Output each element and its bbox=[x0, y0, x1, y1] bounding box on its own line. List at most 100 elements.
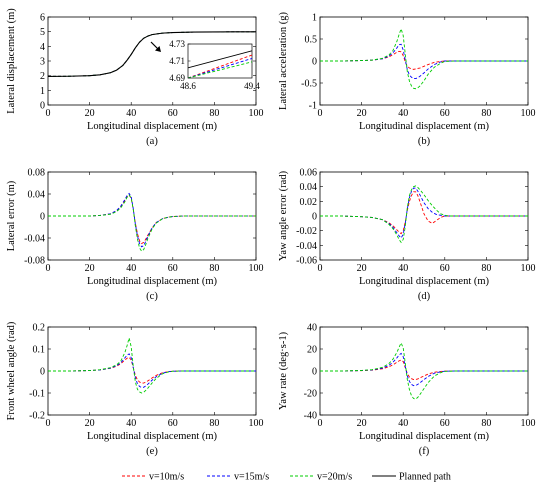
y-tick-label: -0.06 bbox=[296, 256, 317, 267]
series-line-v20 bbox=[48, 337, 256, 394]
x-tick-label: 80 bbox=[209, 108, 219, 119]
y-tick-label: -1 bbox=[309, 101, 317, 112]
y-tick-label: 5 bbox=[40, 27, 45, 38]
legend-item-v15: v=15m/s bbox=[207, 472, 269, 483]
y-tick-label: -0.02 bbox=[296, 226, 317, 237]
x-tick-label: 100 bbox=[249, 263, 264, 274]
panel-e: 0 20 40 60 80 100 -0.2 -0.1 0 0.1 0.2 Longitudinal … bbox=[6, 321, 264, 457]
legend-item-v20: v=20m/s bbox=[290, 472, 352, 483]
y-tick-label: 20 bbox=[307, 345, 317, 356]
series-line-v10 bbox=[48, 356, 256, 384]
panel-label: (d) bbox=[418, 291, 431, 302]
x-tick-label: 20 bbox=[357, 108, 367, 119]
y-tick-label: 0.2 bbox=[33, 323, 46, 334]
series-line-v20 bbox=[320, 27, 528, 90]
inset-series-line-v15 bbox=[188, 58, 252, 78]
x-axis-label: Longitudinal displacement (m) bbox=[359, 276, 490, 287]
x-tick-label: 100 bbox=[249, 108, 264, 119]
y-tick-label: -0.04 bbox=[296, 241, 317, 252]
x-tick-label: 40 bbox=[398, 418, 408, 429]
x-axis-label: Longitudinal displacement (m) bbox=[359, 431, 490, 442]
y-tick-label: -0.1 bbox=[29, 389, 45, 400]
x-tick-label: 20 bbox=[357, 418, 367, 429]
panel-label: (b) bbox=[418, 136, 431, 147]
x-tick-label: 80 bbox=[209, 263, 219, 274]
panel-b: 0 20 40 60 80 100 -1 -0.5 0 0.5 1 Longitudinal disp… bbox=[278, 12, 536, 147]
y-axis-label: Yaw rate (deg·s-1) bbox=[278, 331, 289, 410]
x-tick-label: 40 bbox=[398, 263, 408, 274]
inset-y-tick-label: 4.69 bbox=[169, 73, 185, 83]
x-tick-label: 20 bbox=[85, 263, 95, 274]
inset-zoom: 4.69 4.71 4.73 48.6 49.4 bbox=[150, 39, 260, 91]
x-tick-label: 40 bbox=[126, 418, 136, 429]
x-axis-label: Longitudinal displacement (m) bbox=[87, 276, 218, 287]
x-tick-label: 40 bbox=[126, 263, 136, 274]
legend-item-v10: v=10m/s bbox=[122, 472, 184, 483]
legend-label: v=20m/s bbox=[317, 472, 352, 483]
x-tick-label: 0 bbox=[318, 108, 323, 119]
y-tick-label: -20 bbox=[304, 389, 317, 400]
x-tick-label: 0 bbox=[318, 418, 323, 429]
inset-x-tick-label: 48.6 bbox=[180, 81, 196, 91]
x-tick-label: 60 bbox=[440, 418, 450, 429]
panel-label: (f) bbox=[419, 446, 430, 457]
x-tick-label: 20 bbox=[85, 418, 95, 429]
y-tick-label: 0 bbox=[312, 212, 317, 223]
series-line-v15 bbox=[320, 352, 528, 387]
series-line-v10 bbox=[48, 194, 256, 245]
x-tick-label: 40 bbox=[126, 108, 136, 119]
y-tick-label: -0.08 bbox=[24, 256, 45, 267]
series-line-v15 bbox=[48, 353, 256, 388]
y-tick-label: 6 bbox=[40, 13, 45, 24]
series-line-planned bbox=[48, 31, 256, 77]
x-tick-label: 20 bbox=[357, 263, 367, 274]
y-tick-label: 0.1 bbox=[33, 345, 46, 356]
x-tick-label: 100 bbox=[521, 263, 536, 274]
y-tick-label: 4 bbox=[40, 42, 45, 53]
y-axis-label: Lateral displacement (m) bbox=[6, 8, 17, 114]
x-tick-label: 0 bbox=[318, 263, 323, 274]
x-tick-label: 60 bbox=[168, 263, 178, 274]
x-axis-label: Longitudinal displacement (m) bbox=[87, 431, 218, 442]
inset-y-tick-label: 4.71 bbox=[169, 56, 185, 66]
panel-f: 0 20 40 60 80 100 -40 -20 0 20 40 Longitudinal disp… bbox=[278, 323, 536, 458]
x-tick-label: 80 bbox=[481, 263, 491, 274]
legend: v=10m/s v=15m/s v=20m/s Planned path bbox=[122, 472, 451, 483]
inset-frame bbox=[187, 43, 253, 79]
y-axis-label: Lateral acceleration (g) bbox=[278, 12, 289, 110]
y-tick-label: 0.04 bbox=[300, 182, 318, 193]
panel-label: (e) bbox=[146, 446, 158, 457]
y-axis-label: Lateral error (m) bbox=[6, 180, 17, 251]
x-tick-label: 40 bbox=[398, 108, 408, 119]
y-tick-label: 0 bbox=[312, 57, 317, 68]
y-tick-label: 0.06 bbox=[300, 168, 318, 179]
y-tick-label: -0.5 bbox=[301, 79, 317, 90]
x-tick-label: 0 bbox=[46, 263, 51, 274]
x-tick-label: 0 bbox=[46, 108, 51, 119]
x-tick-label: 20 bbox=[85, 108, 95, 119]
y-tick-label: 0 bbox=[40, 212, 45, 223]
legend-item-planned: Planned path bbox=[372, 472, 451, 483]
x-tick-label: 60 bbox=[168, 418, 178, 429]
panel-c: 0 20 40 60 80 100 -0.08 -0.04 0 0.04 0.08 Longitudi… bbox=[6, 168, 264, 303]
x-tick-label: 100 bbox=[521, 108, 536, 119]
y-tick-label: 0 bbox=[312, 367, 317, 378]
series-line-v20 bbox=[320, 185, 528, 244]
x-tick-label: 100 bbox=[249, 418, 264, 429]
y-tick-label: 0.08 bbox=[28, 168, 46, 179]
y-tick-label: -40 bbox=[304, 411, 317, 422]
inset-series-line-v10 bbox=[188, 54, 252, 78]
x-tick-label: 80 bbox=[481, 108, 491, 119]
x-tick-label: 60 bbox=[440, 108, 450, 119]
panel-label: (c) bbox=[146, 291, 158, 302]
y-tick-label: -0.04 bbox=[24, 234, 45, 245]
y-tick-label: 1 bbox=[312, 13, 317, 24]
series-line-v15 bbox=[320, 187, 528, 239]
x-tick-label: 100 bbox=[521, 418, 536, 429]
series-line-v15 bbox=[48, 192, 256, 248]
y-tick-label: 0 bbox=[40, 101, 45, 112]
series-line-v20 bbox=[48, 194, 256, 252]
panel-label: (a) bbox=[146, 136, 158, 147]
